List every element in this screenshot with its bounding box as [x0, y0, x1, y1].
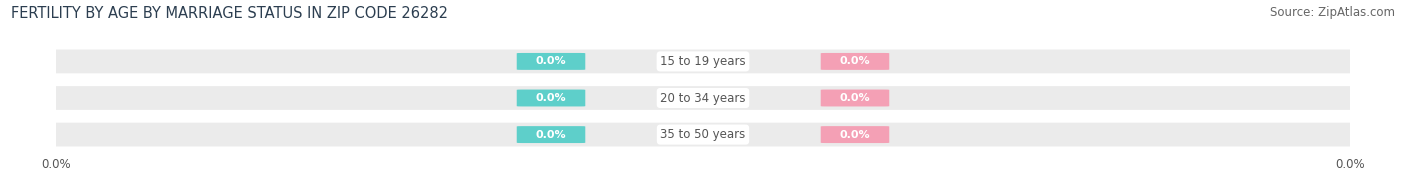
Text: 0.0%: 0.0% — [536, 93, 567, 103]
Text: 15 to 19 years: 15 to 19 years — [661, 55, 745, 68]
FancyBboxPatch shape — [821, 90, 889, 106]
Text: 0.0%: 0.0% — [839, 130, 870, 140]
FancyBboxPatch shape — [517, 53, 585, 70]
Text: 20 to 34 years: 20 to 34 years — [661, 92, 745, 104]
FancyBboxPatch shape — [517, 126, 585, 143]
Text: 0.0%: 0.0% — [839, 93, 870, 103]
Text: Source: ZipAtlas.com: Source: ZipAtlas.com — [1270, 6, 1395, 19]
Text: 35 to 50 years: 35 to 50 years — [661, 128, 745, 141]
Text: FERTILITY BY AGE BY MARRIAGE STATUS IN ZIP CODE 26282: FERTILITY BY AGE BY MARRIAGE STATUS IN Z… — [11, 6, 449, 21]
FancyBboxPatch shape — [517, 90, 585, 106]
FancyBboxPatch shape — [46, 50, 1360, 73]
FancyBboxPatch shape — [821, 53, 889, 70]
Text: 0.0%: 0.0% — [536, 56, 567, 66]
Text: 0.0%: 0.0% — [839, 56, 870, 66]
FancyBboxPatch shape — [46, 86, 1360, 110]
FancyBboxPatch shape — [821, 126, 889, 143]
FancyBboxPatch shape — [46, 123, 1360, 146]
Text: 0.0%: 0.0% — [536, 130, 567, 140]
